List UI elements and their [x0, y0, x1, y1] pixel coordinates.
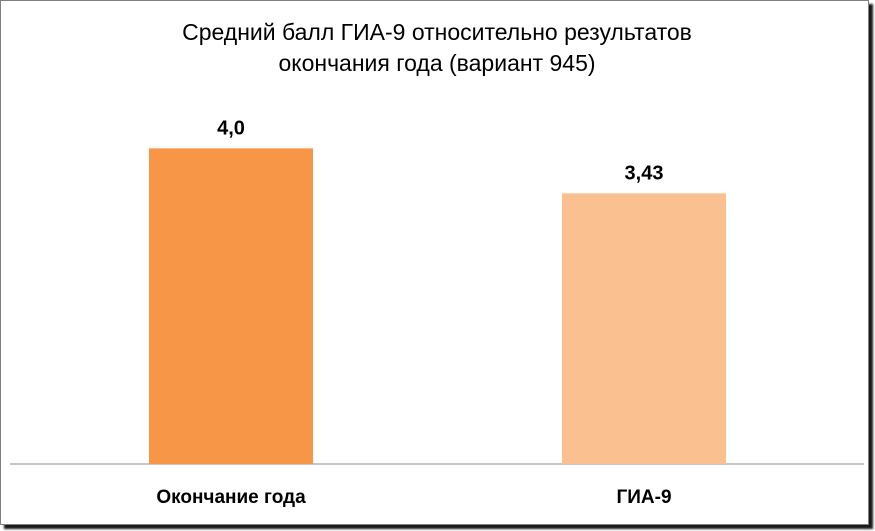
category-label-2: ГИА-9 [616, 487, 671, 508]
bar-1 [149, 148, 313, 464]
chart-title-line-2: окончания года (вариант 945) [278, 50, 595, 76]
data-label-1: 4,0 [217, 117, 245, 139]
bar-2 [562, 193, 726, 465]
bars-group: 4,0 Окончание года 3,43 ГИА-9 [149, 117, 726, 508]
data-label-2: 3,43 [625, 162, 664, 184]
category-label-1: Окончание года [156, 487, 306, 508]
chart-title-line-1: Средний балл ГИА-9 относительно результа… [182, 19, 692, 45]
